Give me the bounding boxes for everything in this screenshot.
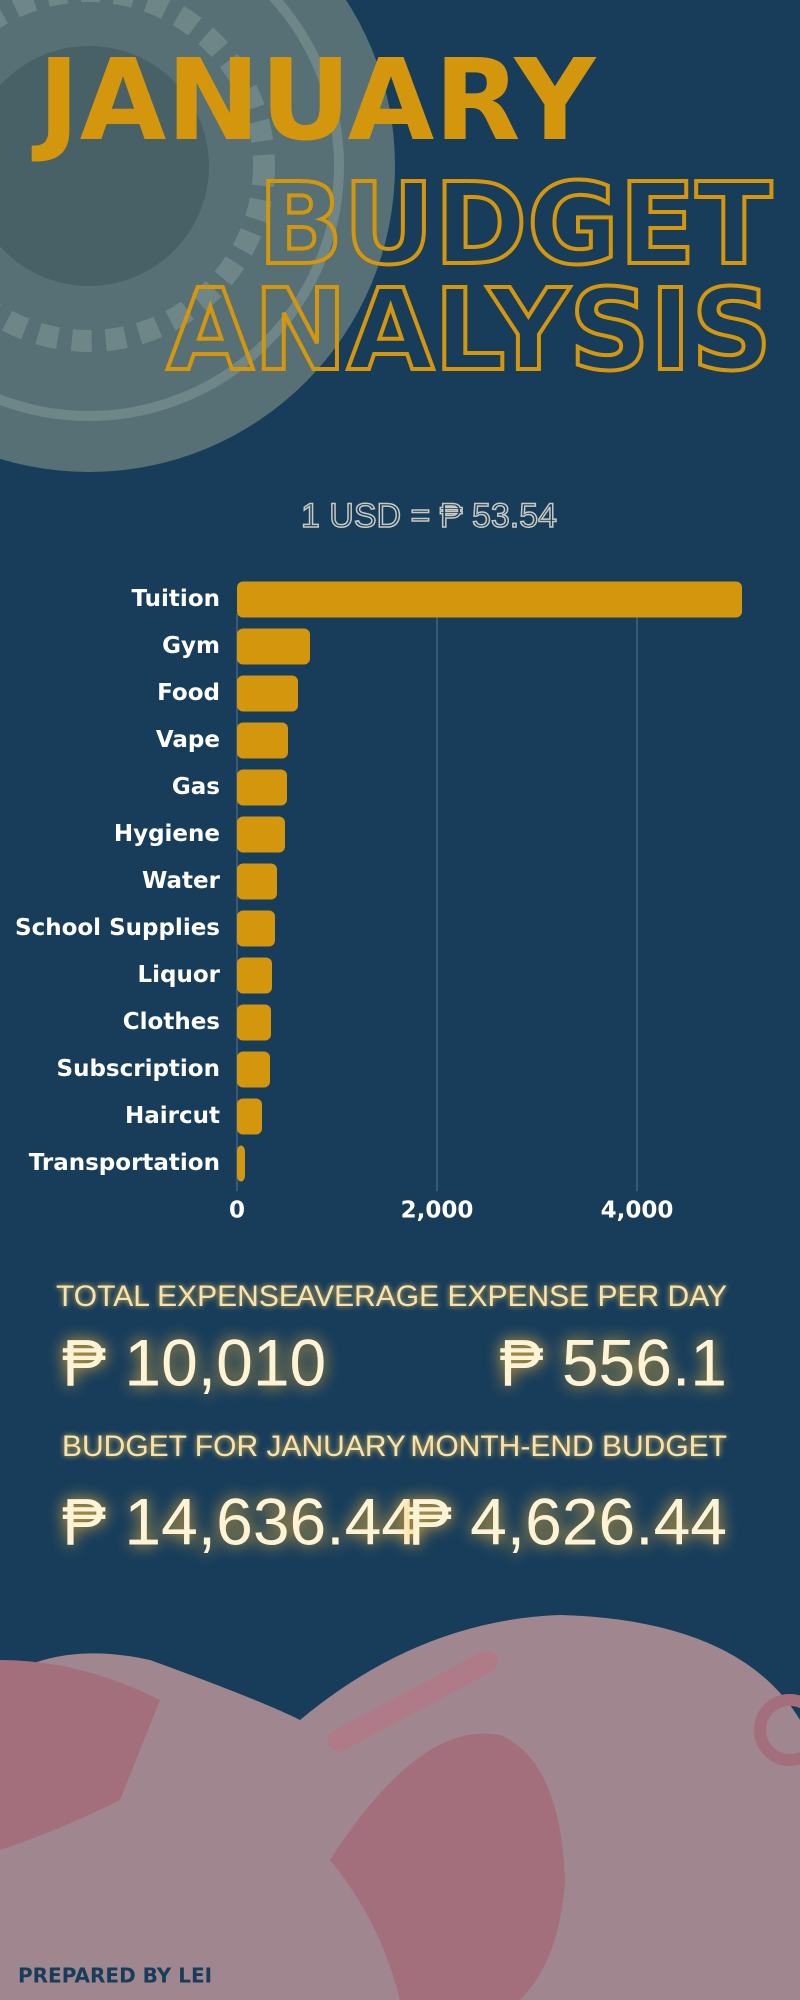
bar	[237, 1004, 271, 1041]
footer: PREPARED BY LEI	[18, 1964, 212, 1988]
bar	[237, 1145, 245, 1182]
y-tick-label: Clothes	[123, 1009, 220, 1035]
stat-value: ₱ 14,636.44	[62, 1484, 418, 1558]
y-tick-label: Haircut	[125, 1103, 220, 1129]
stat-value: ₱ 4,626.44	[408, 1484, 727, 1558]
bar	[237, 1098, 262, 1135]
y-tick-label: School Supplies	[15, 915, 220, 941]
y-tick-label: Subscription	[57, 1056, 220, 1082]
bar	[237, 722, 288, 759]
stat-label: BUDGET FOR JANUARY	[62, 1430, 406, 1463]
stat-label: TOTAL EXPENSE	[56, 1280, 299, 1313]
exchange-rate: 1 USD = ₱ 53.54	[301, 497, 557, 535]
bar	[237, 1051, 270, 1088]
bar-chart: 0 2,000 4,000 Tuition Gym Food Vape Gas Hygiene W…	[15, 581, 742, 1224]
bar	[237, 628, 310, 665]
x-tick-label: 4,000	[601, 1198, 674, 1224]
x-tick-label: 0	[229, 1198, 245, 1224]
y-tick-label: Vape	[156, 727, 220, 753]
y-tick-label: Gas	[172, 774, 220, 800]
y-tick-label: Gym	[162, 633, 220, 659]
y-tick-label: Water	[142, 868, 221, 894]
y-tick-label: Food	[157, 680, 220, 706]
bar	[237, 863, 277, 900]
stat-label: MONTH-END BUDGET	[410, 1430, 727, 1463]
stat-value: ₱ 10,010	[62, 1325, 326, 1399]
stat-label: AVERAGE EXPENSE PER DAY	[296, 1280, 727, 1313]
subtitle: ANALYSIS	[167, 266, 772, 396]
y-tick-label: Transportation	[29, 1150, 220, 1176]
bar	[237, 675, 298, 712]
bar	[237, 816, 285, 853]
title: JANUARY	[31, 36, 597, 166]
bar	[237, 957, 272, 994]
piggy-bank	[0, 1615, 800, 2000]
stats: TOTAL EXPENSE ₱ 10,010 AVERAGE EXPENSE PER…	[56, 1280, 727, 1559]
bar	[237, 581, 742, 618]
x-tick-label: 2,000	[401, 1198, 474, 1224]
y-tick-label: Hygiene	[114, 821, 220, 847]
y-tick-label: Tuition	[132, 586, 220, 612]
stat-value: ₱ 556.1	[499, 1325, 727, 1399]
seal	[0, 0, 395, 472]
bar	[237, 910, 275, 947]
subtitle: BUDGET	[258, 160, 772, 290]
y-tick-label: Liquor	[137, 962, 220, 988]
bar	[237, 769, 287, 806]
